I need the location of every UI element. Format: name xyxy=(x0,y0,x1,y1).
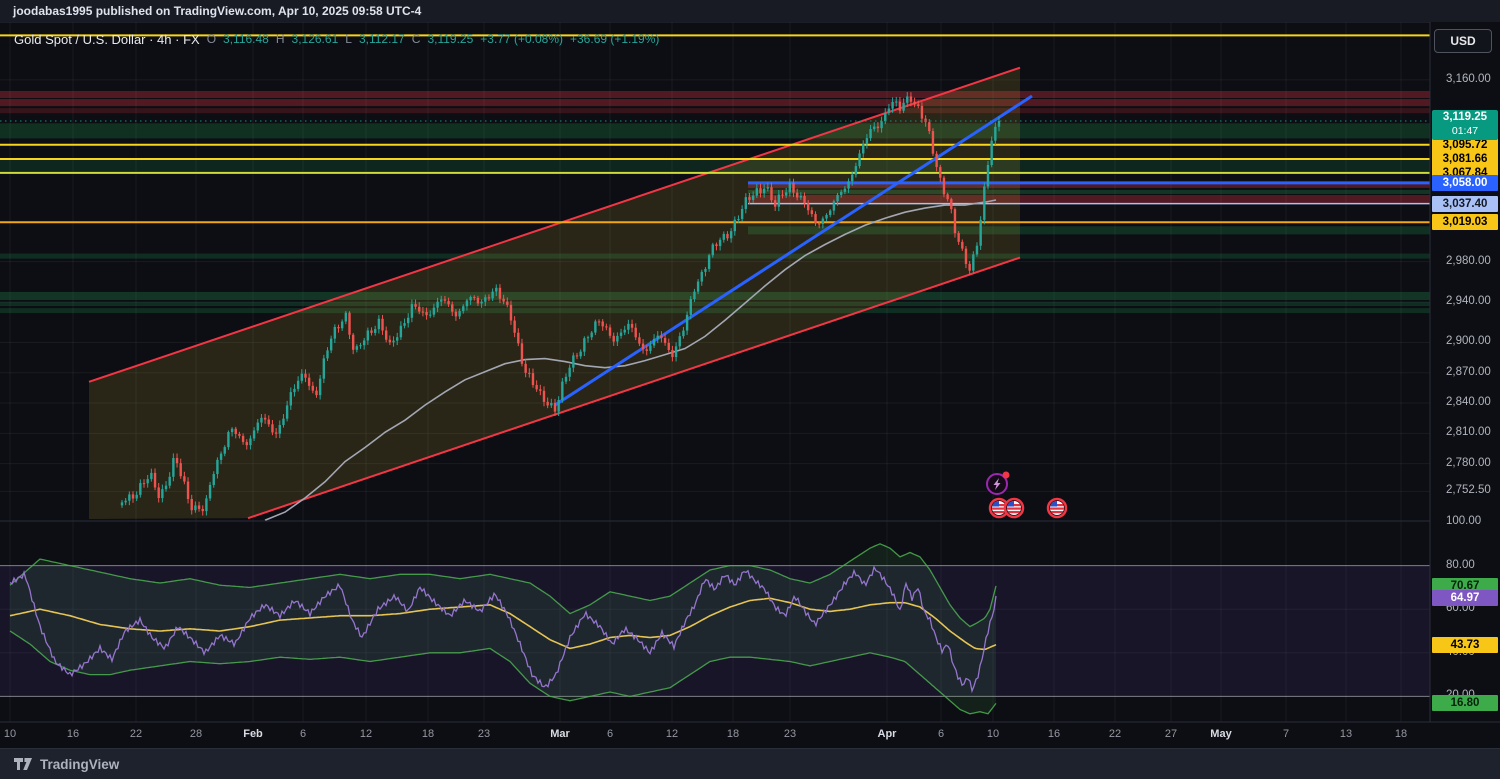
price-tick: 2,940.00 xyxy=(1446,295,1491,308)
rsi-tick: 100.00 xyxy=(1446,515,1482,527)
time-label-day: 6 xyxy=(606,728,614,740)
time-label-day: 22 xyxy=(129,728,143,740)
tradingview-brand-text[interactable]: TradingView xyxy=(40,756,120,772)
bar-countdown: 01:47 xyxy=(1451,125,1479,137)
time-axis[interactable]: 10 16 22 28 Feb 6 12 18 23 Mar 6 12 18 23 Apr 6 10 16 22 27… xyxy=(0,722,1430,748)
publish-info-bar: joodabas1995 published on TradingView.co… xyxy=(0,0,1500,22)
rsi-value-label: 70.67 xyxy=(1432,577,1498,594)
time-label-day: 23 xyxy=(477,728,491,740)
high-value: 3,126.61 xyxy=(291,32,339,46)
price-level-label: 3,019.03 xyxy=(1432,214,1498,231)
change-percent-extended: +36.69 (+1.19%) xyxy=(570,32,660,46)
time-label-day: 6 xyxy=(299,728,307,740)
rsi-value-label: 16.80 xyxy=(1432,695,1498,712)
price-level-label: 3,081.66 xyxy=(1432,150,1498,167)
low-label: L xyxy=(345,32,352,46)
rsi-value-label: 43.73 xyxy=(1432,636,1498,653)
open-value: 3,116.48 xyxy=(223,32,269,46)
price-tick: 3,160.00 xyxy=(1446,72,1491,85)
price-level-label: 3,058.00 xyxy=(1432,174,1498,191)
publish-info-text: joodabas1995 published on TradingView.co… xyxy=(13,4,422,18)
time-label-day: 16 xyxy=(66,728,80,740)
time-label-day: 18 xyxy=(421,728,435,740)
price-tick: 2,980.00 xyxy=(1446,254,1491,267)
time-label-month: Mar xyxy=(550,728,570,740)
event-markers xyxy=(986,471,1068,519)
time-label-day: 18 xyxy=(1394,728,1408,740)
change-value: +3.77 (+0.08%) xyxy=(480,32,563,46)
price-scale[interactable]: 3,160.00 2,980.00 2,940.00 2,900.00 2,870.00… xyxy=(1431,0,1500,748)
time-label-day: 12 xyxy=(665,728,679,740)
tradingview-logo[interactable] xyxy=(13,756,33,772)
symbol-bar: Gold Spot / U.S. Dollar · 4h · FX O 3,116… xyxy=(14,31,659,47)
time-label-day: 7 xyxy=(1282,728,1290,740)
open-label: O xyxy=(206,32,217,46)
time-label-day: 18 xyxy=(726,728,740,740)
price-tick: 2,810.00 xyxy=(1446,426,1491,439)
time-label-day: 22 xyxy=(1108,728,1122,740)
notification-dot xyxy=(1002,471,1010,479)
price-level-label: 3,037.40 xyxy=(1432,195,1498,212)
time-label-day: 28 xyxy=(189,728,203,740)
time-label-month: Feb xyxy=(243,728,263,740)
last-price-value: 3,119.25 xyxy=(1442,111,1488,123)
close-label: C xyxy=(411,32,421,46)
time-label-day: 12 xyxy=(359,728,373,740)
high-label: H xyxy=(275,32,285,46)
time-label-day: 10 xyxy=(986,728,1000,740)
footer-bar: TradingView xyxy=(0,748,1500,779)
symbol-title[interactable]: Gold Spot / U.S. Dollar · 4h · FX xyxy=(14,31,200,47)
rsi-tick: 80.00 xyxy=(1446,558,1475,571)
time-label-day: 10 xyxy=(3,728,17,740)
time-label-day: 27 xyxy=(1164,728,1178,740)
time-label-day: 23 xyxy=(783,728,797,740)
time-label-month: May xyxy=(1210,728,1232,740)
price-tick: 2,900.00 xyxy=(1446,335,1491,348)
last-price-label: 3,119.25 01:47 xyxy=(1432,110,1498,140)
time-label-day: 16 xyxy=(1047,728,1061,740)
close-value: 3,119.25 xyxy=(427,32,474,46)
price-tick: 2,752.50 xyxy=(1446,484,1491,497)
price-tick: 2,840.00 xyxy=(1446,396,1491,409)
currency-button[interactable]: USD xyxy=(1434,29,1492,53)
price-tick: 2,780.00 xyxy=(1446,456,1491,469)
time-label-day: 13 xyxy=(1339,728,1353,740)
time-label-day: 6 xyxy=(937,728,945,740)
price-tick: 2,870.00 xyxy=(1446,365,1491,378)
time-label-month: Apr xyxy=(877,728,897,740)
price-level-label: 3,095.72 xyxy=(1432,136,1498,153)
rsi-value-label: 64.97 xyxy=(1432,590,1498,607)
low-value: 3,112.17 xyxy=(358,32,405,46)
